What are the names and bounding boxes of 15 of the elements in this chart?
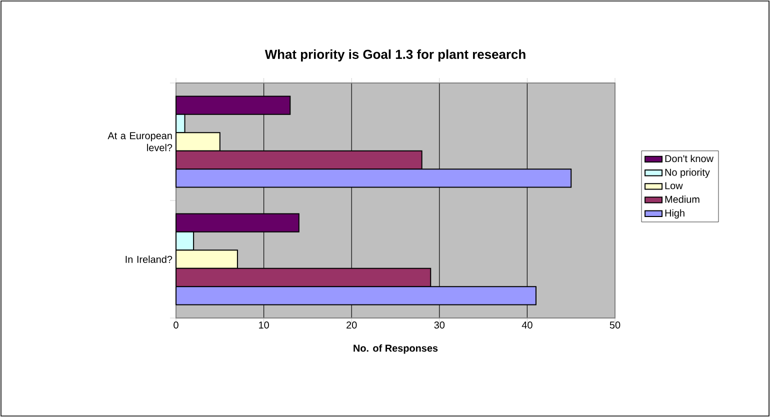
y-tick-label: In Ireland? — [126, 256, 172, 263]
legend-label: Don't know — [665, 154, 714, 162]
x-axis-title: No. of Responses — [354, 344, 438, 354]
legend-label: Low — [665, 182, 683, 190]
x-tick-label: 50 — [610, 322, 620, 329]
x-tick-label: 30 — [434, 322, 445, 329]
x-tick-label: 10 — [259, 322, 269, 329]
legend-label: High — [665, 209, 684, 219]
x-tick-label: 0 — [174, 322, 178, 329]
legend-label: Medium — [665, 196, 700, 203]
x-tick-label: 40 — [522, 322, 532, 329]
x-tick-label: 20 — [346, 322, 357, 329]
y-tick-label: At a European level? — [108, 132, 172, 152]
legend-label: No priority — [665, 168, 710, 178]
chart-title: What priority is Goal 1.3 for plant research — [264, 49, 526, 62]
